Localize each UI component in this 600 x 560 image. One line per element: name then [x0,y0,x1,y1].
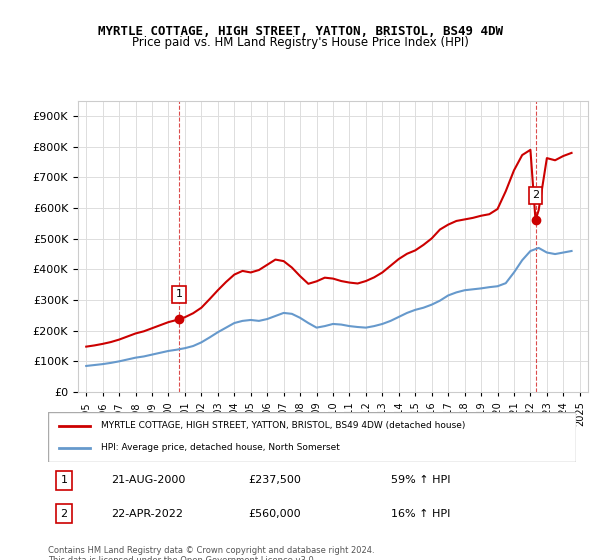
Text: 22-APR-2022: 22-APR-2022 [112,509,184,519]
Text: Contains HM Land Registry data © Crown copyright and database right 2024.
This d: Contains HM Land Registry data © Crown c… [48,546,374,560]
Text: HPI: Average price, detached house, North Somerset: HPI: Average price, detached house, Nort… [101,444,340,452]
Text: 1: 1 [61,475,67,485]
Text: Price paid vs. HM Land Registry's House Price Index (HPI): Price paid vs. HM Land Registry's House … [131,36,469,49]
Text: 2: 2 [60,509,67,519]
Text: £560,000: £560,000 [248,509,301,519]
Text: MYRTLE COTTAGE, HIGH STREET, YATTON, BRISTOL, BS49 4DW (detached house): MYRTLE COTTAGE, HIGH STREET, YATTON, BRI… [101,421,465,430]
Text: 16% ↑ HPI: 16% ↑ HPI [391,509,451,519]
Text: 1: 1 [176,290,182,299]
Text: 21-AUG-2000: 21-AUG-2000 [112,475,186,485]
Text: MYRTLE COTTAGE, HIGH STREET, YATTON, BRISTOL, BS49 4DW: MYRTLE COTTAGE, HIGH STREET, YATTON, BRI… [97,25,503,38]
Text: 2: 2 [532,190,539,200]
Text: £237,500: £237,500 [248,475,302,485]
FancyBboxPatch shape [48,412,576,462]
Text: 59% ↑ HPI: 59% ↑ HPI [391,475,451,485]
